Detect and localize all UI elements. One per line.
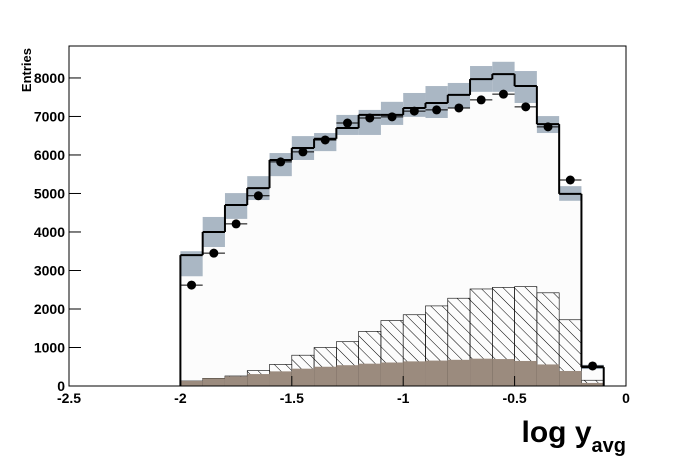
x-axis-label-main: log y bbox=[522, 416, 592, 449]
filled-bar bbox=[224, 376, 248, 386]
y-tick-label: 3000 bbox=[34, 262, 65, 278]
histogram-fill bbox=[224, 205, 248, 386]
filled-bar bbox=[514, 360, 537, 386]
x-tick-label: -0.5 bbox=[503, 390, 527, 406]
y-tick-label: 2000 bbox=[34, 301, 65, 317]
filled-bar bbox=[492, 359, 515, 386]
filled-bar bbox=[470, 358, 493, 386]
data-point bbox=[276, 157, 286, 167]
filled-bar bbox=[581, 382, 604, 386]
data-point bbox=[498, 89, 508, 99]
data-point bbox=[409, 106, 419, 116]
histogram-fill bbox=[269, 159, 292, 386]
filled-bar bbox=[291, 368, 315, 386]
histogram-fill bbox=[380, 114, 404, 386]
plot-area bbox=[179, 61, 605, 387]
y-tick-label: 1000 bbox=[34, 339, 65, 355]
y-tick-label: 7000 bbox=[34, 108, 65, 124]
filled-bar bbox=[314, 366, 337, 386]
filled-bar bbox=[403, 361, 426, 386]
filled-bar bbox=[380, 362, 404, 386]
filled-bar bbox=[358, 363, 381, 386]
data-point bbox=[476, 95, 486, 105]
filled-bar bbox=[269, 371, 292, 386]
histogram-fill bbox=[202, 231, 225, 386]
x-axis-label: log yavg bbox=[522, 416, 626, 457]
histogram-fill bbox=[336, 128, 359, 386]
data-point bbox=[320, 135, 330, 145]
data-point bbox=[298, 147, 308, 157]
histogram-fill bbox=[247, 188, 270, 386]
y-tick-label: 6000 bbox=[34, 147, 65, 163]
data-point bbox=[521, 102, 531, 112]
y-tick-label: 4000 bbox=[34, 224, 65, 240]
data-point bbox=[187, 280, 197, 290]
filled-bar bbox=[447, 359, 471, 386]
filled-bar bbox=[336, 365, 359, 386]
data-point bbox=[343, 118, 352, 128]
data-point bbox=[565, 175, 575, 185]
error-band bbox=[492, 61, 515, 92]
x-tick-label: -1.5 bbox=[280, 390, 304, 406]
filled-bar bbox=[180, 380, 203, 386]
x-axis-label-subscript: avg bbox=[592, 435, 626, 457]
data-point bbox=[209, 248, 219, 258]
frame bbox=[68, 45, 627, 387]
data-point bbox=[588, 361, 598, 371]
x-tick-label: -1 bbox=[397, 390, 410, 406]
data-point bbox=[454, 103, 464, 113]
x-tick-label: -2.5 bbox=[57, 390, 81, 406]
filled-bar bbox=[536, 364, 560, 386]
y-tick-label: 0 bbox=[57, 378, 65, 394]
histogram-fill bbox=[314, 138, 337, 386]
y-tick-label: 5000 bbox=[34, 185, 65, 201]
histogram-fill bbox=[358, 114, 381, 386]
data-point bbox=[231, 219, 241, 229]
filled-bar bbox=[559, 370, 582, 386]
data-point bbox=[543, 122, 553, 132]
histogram-fill bbox=[180, 255, 203, 386]
histogram-fill bbox=[291, 148, 315, 386]
x-tick-label: -2 bbox=[174, 390, 187, 406]
data-point bbox=[365, 113, 375, 123]
data-point bbox=[387, 112, 397, 122]
data-point bbox=[432, 105, 442, 115]
filled-bar bbox=[425, 360, 448, 386]
y-tick-label: 8000 bbox=[34, 70, 65, 86]
filled-bar bbox=[202, 378, 225, 386]
filled-bar bbox=[247, 374, 270, 386]
error-band bbox=[180, 251, 203, 277]
x-tick-label: 0 bbox=[622, 390, 630, 406]
data-point bbox=[253, 191, 263, 201]
y-axis-label: Entries bbox=[19, 48, 34, 92]
